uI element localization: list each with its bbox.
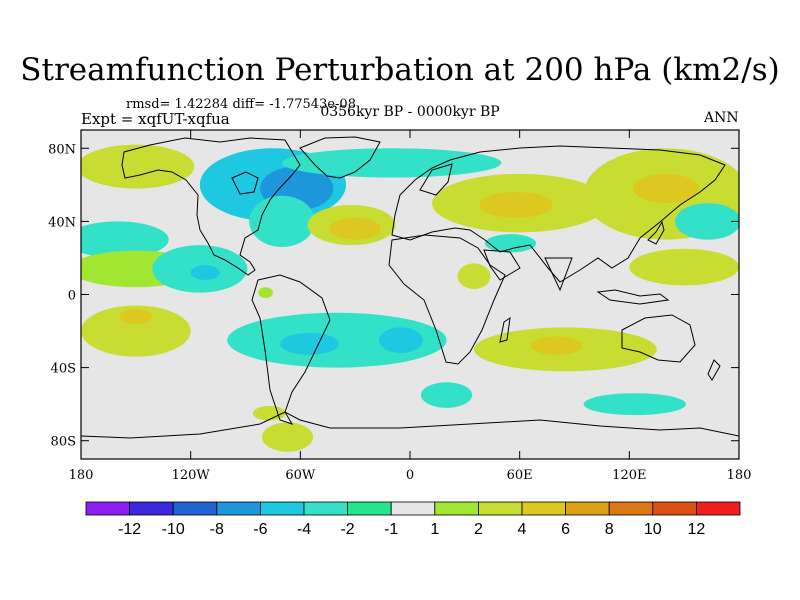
longitude-labels: 180 120W 60W 0 60E 120E 180 <box>69 468 752 483</box>
latitude-labels: 80N 40N 0 40S 80S <box>48 142 76 449</box>
coastline-new-zealand <box>707 359 721 381</box>
season-label: ANN <box>704 110 739 126</box>
y-tick-label: 80N <box>48 142 76 157</box>
coastline-india <box>544 257 573 292</box>
x-tick-label: 0 <box>406 468 414 483</box>
colorbar-swatch <box>129 501 174 516</box>
coastline-eurasia <box>391 145 726 283</box>
colorbar-label: -6 <box>253 521 267 538</box>
anomaly-contours <box>81 144 739 452</box>
map-plot-area <box>81 130 739 459</box>
anomaly-region-19 <box>457 263 491 290</box>
colorbar-swatch <box>608 501 654 516</box>
anomaly-region-30 <box>261 422 314 452</box>
anomaly-region-17 <box>629 248 739 286</box>
axis-ticks <box>80 130 740 459</box>
anomaly-region-15 <box>632 173 699 204</box>
coastline-greenland <box>299 136 381 179</box>
anomaly-region-1 <box>81 221 169 258</box>
anomaly-region-4 <box>190 265 220 280</box>
colorbar-swatch <box>303 501 348 516</box>
anomaly-region-24 <box>280 332 339 355</box>
colorbar-label: -1 <box>384 521 398 538</box>
colorbar-label: 6 <box>561 521 570 538</box>
colorbar-swatch <box>390 501 436 516</box>
anomaly-region-27 <box>420 382 473 408</box>
anomaly-region-29 <box>252 405 286 421</box>
anomaly-region-23 <box>378 327 423 353</box>
colorbar-label: 12 <box>688 521 706 538</box>
colorbar-label: 10 <box>644 521 662 538</box>
coastline-scandinavia <box>419 163 453 196</box>
colorbar-label: -8 <box>210 521 224 538</box>
colorbar-label: 8 <box>605 521 614 538</box>
coastline-hudson-bay <box>231 171 259 195</box>
continent-outlines <box>81 136 739 439</box>
colorbar-label: -12 <box>118 521 141 538</box>
colorbar-swatch <box>172 501 218 516</box>
colorbar-label: 2 <box>474 521 483 538</box>
anomaly-region-8 <box>282 148 502 178</box>
colorbar <box>85 501 741 516</box>
anomaly-region-0 <box>81 144 195 189</box>
coastline-arabia <box>483 249 521 281</box>
colorbar-label: 4 <box>518 521 527 538</box>
x-tick-label: 180 <box>727 468 752 483</box>
anomaly-region-16 <box>675 203 739 240</box>
colorbar-swatch <box>259 501 305 516</box>
time-period-label: 0356kyr BP - 0000kyr BP <box>320 104 500 120</box>
colorbar-swatch <box>565 501 610 516</box>
y-tick-label: 0 <box>68 289 76 304</box>
coastline-north-america <box>121 137 301 276</box>
y-tick-label: 40N <box>48 215 76 230</box>
colorbar-label: -2 <box>340 521 354 538</box>
anomaly-region-26 <box>530 336 582 355</box>
colorbar-swatch <box>85 501 130 516</box>
x-tick-label: 60W <box>285 468 316 483</box>
anomaly-region-11 <box>258 287 273 299</box>
anomaly-region-21 <box>119 309 153 324</box>
anomaly-region-13 <box>479 192 553 218</box>
colorbar-label: -4 <box>297 521 311 538</box>
coastline-madagascar <box>499 316 511 343</box>
coastline-south-america <box>251 274 331 425</box>
anomaly-region-20 <box>81 305 191 357</box>
colorbar-label: 1 <box>430 521 439 538</box>
colorbar-swatch <box>521 501 566 516</box>
coastline-japan <box>647 220 665 245</box>
colorbar-labels: -12 -10 -8 -6 -4 -2 -1 1 2 4 6 8 10 12 <box>118 521 705 538</box>
chart-title: Streamfunction Perturbation at 200 hPa (… <box>20 52 780 88</box>
coastline-australia <box>621 314 696 363</box>
y-tick-label: 40S <box>51 362 76 377</box>
anomaly-region-7 <box>249 195 315 247</box>
colorbar-swatch <box>652 501 697 516</box>
rmsd-diff-stats: rmsd= 1.42284 diff= -1.77543e-08 <box>126 97 356 112</box>
colorbar-label: -10 <box>162 521 185 538</box>
anomaly-region-28 <box>583 393 686 416</box>
coastline-antarctica <box>81 411 739 439</box>
x-tick-label: 180 <box>69 468 94 483</box>
y-tick-label: 80S <box>51 435 76 450</box>
x-tick-label: 120W <box>172 468 211 483</box>
x-tick-label: 60E <box>507 468 533 483</box>
coastline-africa <box>388 234 506 365</box>
colorbar-swatch <box>477 501 523 516</box>
colorbar-swatch <box>696 501 741 516</box>
x-tick-label: 120E <box>612 468 646 483</box>
colorbar-swatch <box>216 501 261 516</box>
anomaly-region-18 <box>484 234 537 253</box>
coastline-indonesia <box>596 289 670 305</box>
colorbar-swatch <box>347 501 392 516</box>
anomaly-region-10 <box>329 217 381 240</box>
experiment-label: Expt = xqfUT-xqfua <box>81 110 230 128</box>
colorbar-swatch <box>434 501 479 516</box>
